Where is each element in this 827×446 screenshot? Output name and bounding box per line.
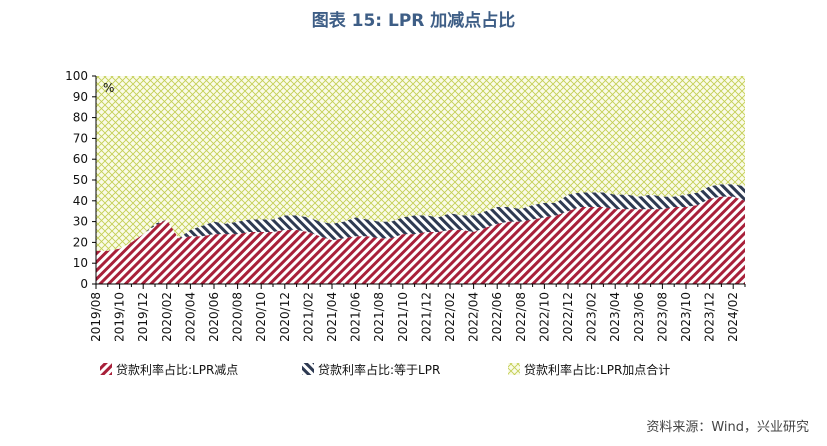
legend-lpr-minus: 贷款利率占比:LPR减点 xyxy=(100,362,238,377)
y-tick-label: 40 xyxy=(73,194,88,208)
x-tick-label: 2021/12 xyxy=(419,292,433,342)
x-tick-label: 2020/04 xyxy=(183,292,197,342)
x-tick-label: 2023/10 xyxy=(679,292,693,342)
y-tick-label: 30 xyxy=(73,215,88,229)
x-tick-label: 2023/06 xyxy=(632,292,646,342)
y-tick-label: 10 xyxy=(73,256,88,270)
x-tick-label: 2022/10 xyxy=(537,292,551,342)
x-tick-label: 2020/06 xyxy=(207,292,221,342)
y-tick-label: 90 xyxy=(73,90,88,104)
x-tick-label: 2020/08 xyxy=(231,292,245,342)
x-tick-label: 2023/04 xyxy=(608,292,622,342)
x-tick-label: 2020/12 xyxy=(278,292,292,342)
x-tick-label: 2022/12 xyxy=(561,292,575,342)
x-tick-label: 2022/08 xyxy=(514,292,528,342)
x-tick-label: 2021/08 xyxy=(372,292,386,342)
x-tick-label: 2021/06 xyxy=(349,292,363,342)
y-tick-label: 100 xyxy=(65,69,88,83)
y-tick-label: 60 xyxy=(73,152,88,166)
legend-swatch xyxy=(508,363,520,375)
x-tick-label: 2019/12 xyxy=(136,292,150,342)
series-area-lpr-plus-area xyxy=(96,76,745,251)
y-tick-label: 20 xyxy=(73,235,88,249)
x-tick-label: 2022/06 xyxy=(490,292,504,342)
series-area-lpr-minus-area xyxy=(96,196,745,284)
x-tick-label: 2021/02 xyxy=(301,292,315,342)
legend-swatch xyxy=(302,363,314,375)
area-layers xyxy=(96,76,745,284)
legend-lpr-plus: 贷款利率占比:LPR加点合计 xyxy=(508,362,670,377)
legend-label: 贷款利率占比:LPR减点 xyxy=(116,362,238,377)
x-tick-label: 2023/02 xyxy=(585,292,599,342)
x-tick-label: 2022/04 xyxy=(467,292,481,342)
legend-label: 贷款利率占比:LPR加点合计 xyxy=(524,362,670,377)
source-note: 资料来源：Wind，兴业研究 xyxy=(646,420,809,435)
x-tick-label: 2022/02 xyxy=(443,292,457,342)
legend-lpr-equal: 贷款利率占比:等于LPR xyxy=(302,362,440,377)
x-tick-label: 2019/10 xyxy=(113,292,127,342)
y-tick-label: 70 xyxy=(73,131,88,145)
y-tick-label: 80 xyxy=(73,111,88,125)
x-tick-label: 2023/12 xyxy=(703,292,717,342)
unit-label: % xyxy=(103,81,114,95)
series-area-lpr-equal-area xyxy=(96,184,745,251)
x-tick-label: 2021/10 xyxy=(396,292,410,342)
legend-swatch xyxy=(100,363,112,375)
chart-title: 图表 15: LPR 加减点占比 xyxy=(311,11,516,31)
y-tick-label: 0 xyxy=(80,277,88,291)
x-tick-label: 2024/02 xyxy=(726,292,740,342)
x-tick-label: 2023/08 xyxy=(655,292,669,342)
legend-label: 贷款利率占比:等于LPR xyxy=(318,362,440,377)
x-tick-label: 2020/10 xyxy=(254,292,268,342)
x-tick-label: 2019/08 xyxy=(89,292,103,342)
x-tick-label: 2020/02 xyxy=(160,292,174,342)
y-tick-label: 50 xyxy=(73,173,88,187)
legend: 贷款利率占比:LPR减点 贷款利率占比:等于LPR 贷款利率占比:LPR加点合计 xyxy=(100,362,670,377)
axes: 0 10 20 30 40 50 60 70 80 90 100 2019/08 2019/10 2019… xyxy=(65,69,746,342)
x-tick-label: 2021/04 xyxy=(325,292,339,342)
